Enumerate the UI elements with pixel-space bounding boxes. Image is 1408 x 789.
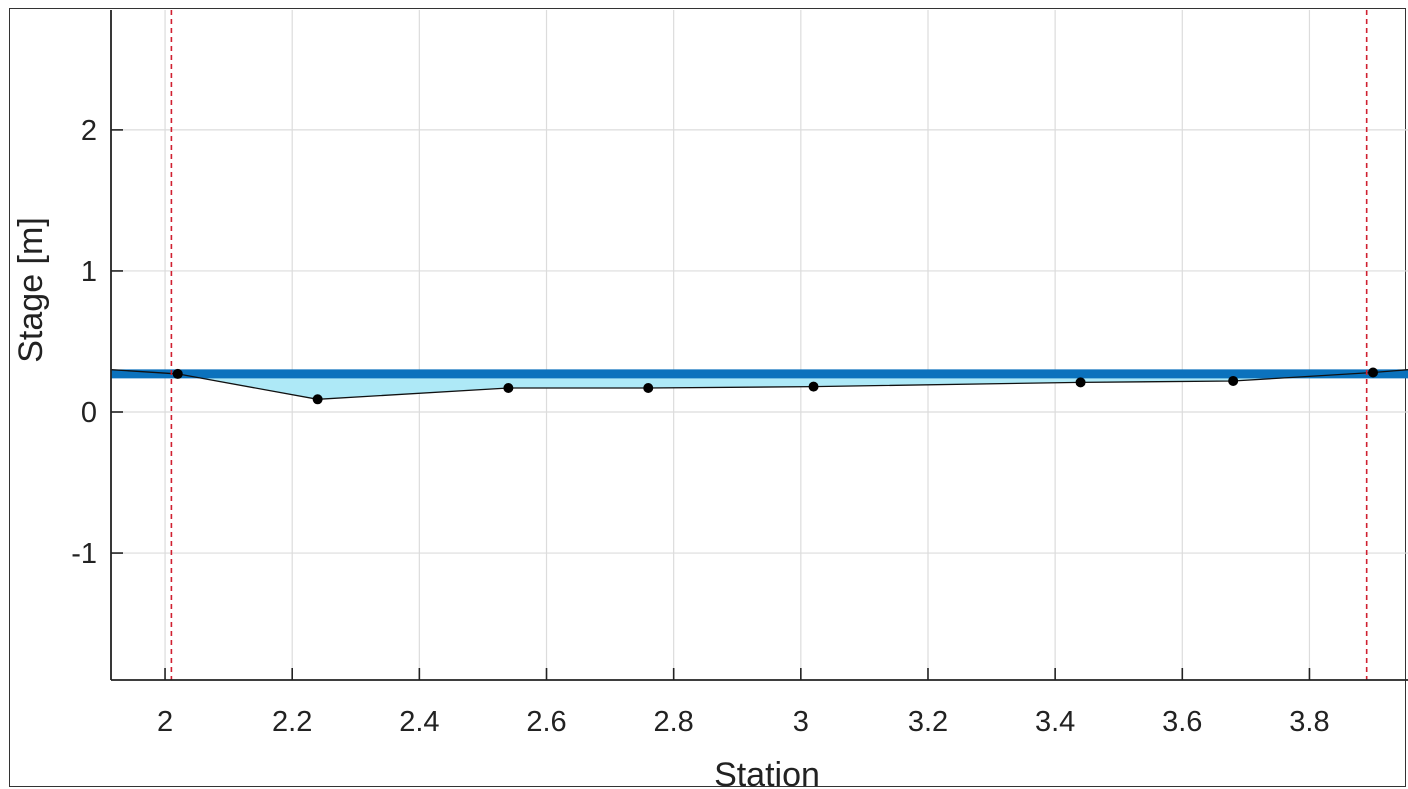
survey-point: [503, 383, 514, 394]
survey-point: [643, 383, 654, 394]
survey-point: [172, 368, 183, 379]
x-tick-label: 2: [157, 706, 173, 738]
survey-point: [312, 394, 323, 405]
x-tick-label: 2.6: [526, 706, 566, 738]
y-tick-label: 1: [81, 256, 97, 288]
survey-point: [808, 381, 819, 392]
x-tick-label: 3: [793, 706, 809, 738]
channel-profile-line: [110, 369, 1408, 400]
chart-frame: [9, 8, 1406, 787]
x-tick-label: 3.8: [1289, 706, 1329, 738]
x-tick-label: 2.2: [272, 706, 312, 738]
x-axis-label: Station: [714, 756, 820, 789]
x-tick-label: 2.8: [654, 706, 694, 738]
survey-point: [1075, 377, 1086, 388]
x-tick-label: 3.4: [1035, 706, 1075, 738]
x-tick-labels: 2 2.2 2.4 2.6 2.8 3 3.2 3.4 3.6 3.8: [157, 706, 1330, 738]
x-tick-label: 2.4: [399, 706, 439, 738]
x-tick-label: 3.6: [1162, 706, 1202, 738]
x-tick-label: 3.2: [908, 706, 948, 738]
survey-point: [1368, 367, 1379, 378]
bank-lines: [170, 10, 1368, 680]
survey-point: [1228, 375, 1239, 386]
grid: [111, 10, 1408, 680]
y-tick-labels: -1 0 1 2: [71, 115, 97, 570]
axes: [110, 10, 1408, 681]
y-tick-label: -1: [71, 538, 97, 570]
survey-points: [172, 367, 1379, 405]
y-tick-label: 2: [81, 115, 97, 147]
y-tick-label: 0: [81, 397, 97, 429]
y-axis-label: Stage [m]: [12, 217, 50, 363]
profile-layer: [110, 369, 1408, 400]
